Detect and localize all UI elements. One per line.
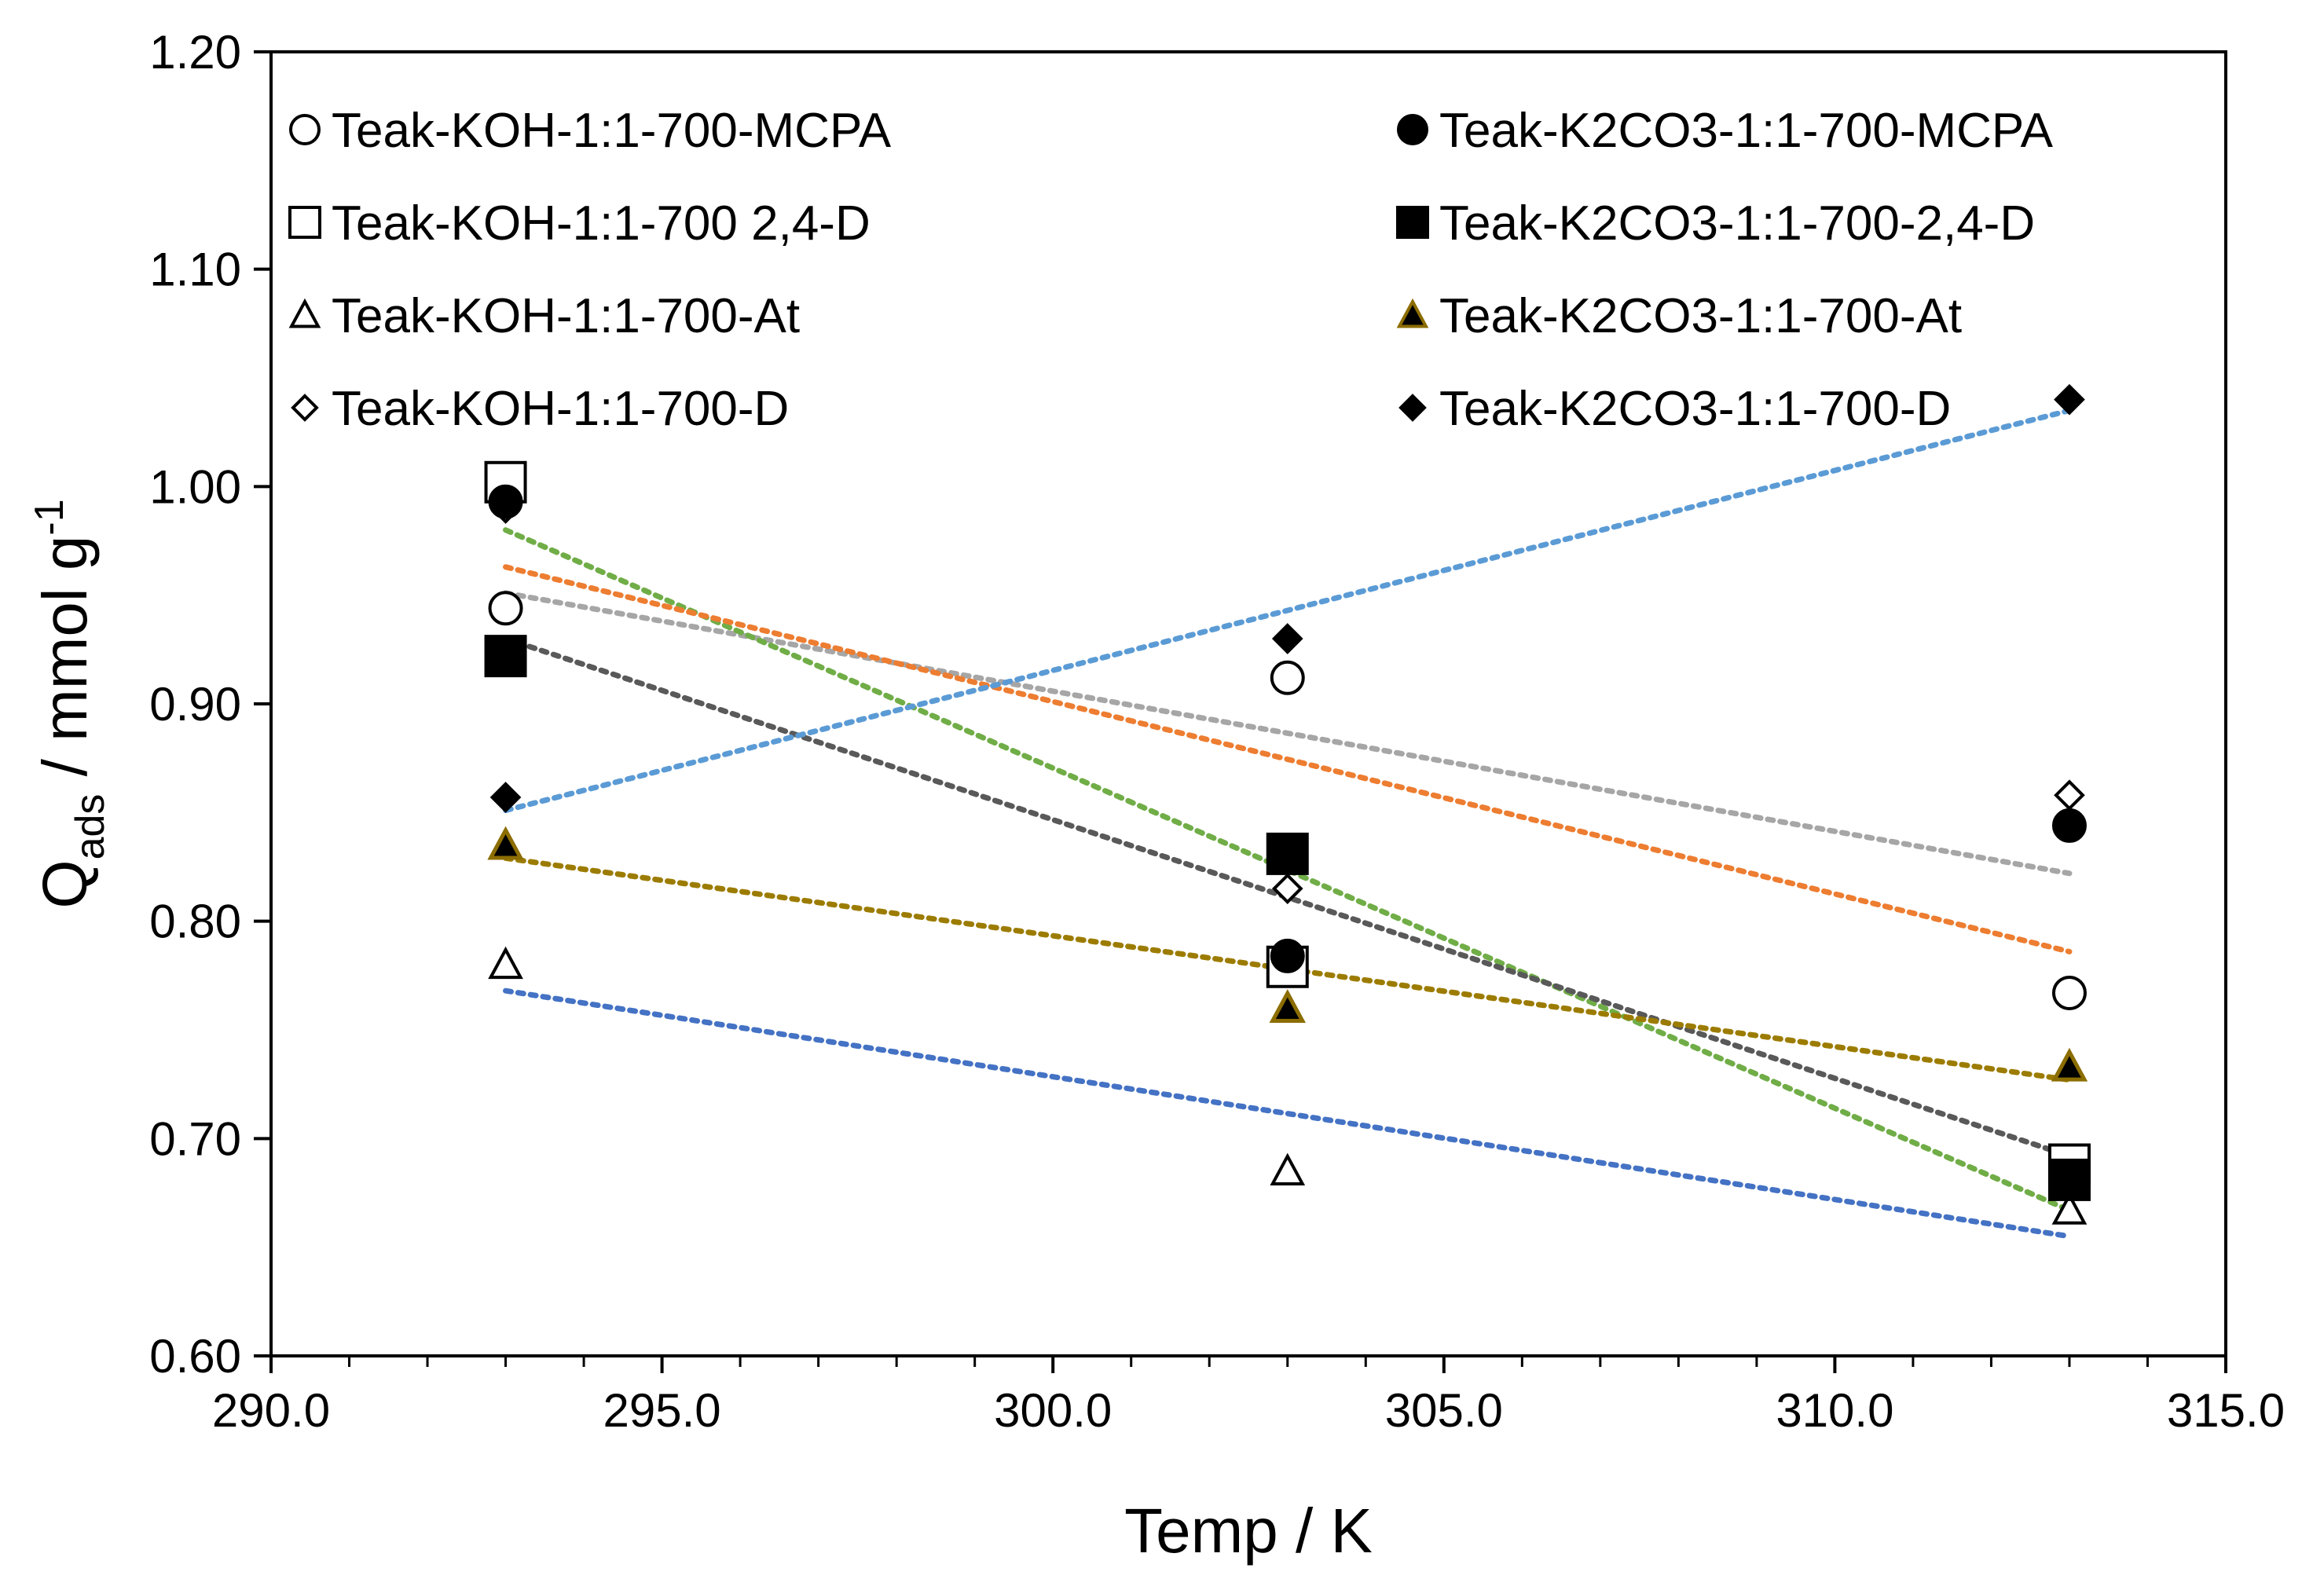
series-3-point	[1270, 1152, 1306, 1185]
x-tick-label: 310.0	[1776, 1384, 1893, 1437]
series-6-legend-label: Teak-K2CO3-1:1-700-2,4-D	[1439, 196, 2035, 251]
series-6-legend-marker	[1396, 206, 1429, 239]
x-tick-label: 290.0	[212, 1384, 330, 1437]
series-8-legend-label: Teak-K2CO3-1:1-700-D	[1439, 382, 1951, 436]
legend: Teak-KOH-1:1-700-MCPA Teak-KOH-1:1-700 2,…	[288, 104, 2054, 436]
y-tick-label: 0.90	[149, 678, 241, 731]
series-8-point	[2054, 383, 2085, 416]
series-7-point	[1269, 989, 1306, 1023]
series-5-legend-label: Teak-K2CO3-1:1-700-MCPA	[1439, 104, 2054, 158]
y-axis-title: Qads / mmol g-1	[27, 499, 113, 908]
y-axis-title-superscript: -1	[27, 499, 72, 535]
series-1-legend-label: Teak-KOH-1:1-700-MCPA	[332, 104, 892, 158]
series-8-trendline	[503, 408, 2073, 814]
series-3-legend-label: Teak-KOH-1:1-700-At	[332, 289, 800, 343]
x-tick-label: 315.0	[2167, 1384, 2285, 1437]
series-5-point	[1270, 938, 1305, 973]
y-tick-label: 0.70	[149, 1112, 241, 1165]
series-2-legend-label: Teak-KOH-1:1-700 2,4-D	[332, 196, 871, 251]
data-points	[484, 383, 2091, 1225]
series-7-point	[2051, 1047, 2088, 1082]
y-axis-title-unit: / mmol g	[30, 536, 100, 794]
y-tick-label: 0.80	[149, 896, 241, 948]
series-3-point	[488, 946, 523, 980]
series-2-legend-marker	[288, 206, 321, 239]
series-7-legend-label: Teak-K2CO3-1:1-700-At	[1439, 289, 1962, 343]
series-8-legend-marker	[1398, 394, 1427, 422]
y-axis-title-subscript: ads	[68, 794, 113, 860]
y-tick-label: 1.00	[149, 460, 241, 513]
series-1-trendline	[503, 590, 2073, 877]
x-axis-title: Temp / K	[1124, 1496, 1373, 1566]
x-tick-label: 300.0	[994, 1384, 1112, 1437]
series-3-legend-marker	[288, 298, 321, 328]
x-tick-label: 295.0	[603, 1384, 721, 1437]
series-4-legend-marker	[291, 394, 319, 422]
series-1-legend-marker	[289, 114, 321, 145]
series-5-legend-marker	[1397, 114, 1428, 145]
series-3-point	[2051, 1192, 2088, 1225]
y-tick-label: 1.20	[149, 26, 241, 79]
x-tick-label: 305.0	[1385, 1384, 1503, 1437]
series-1-point	[488, 591, 523, 626]
series-6-point	[2047, 1158, 2091, 1201]
series-3-trendline	[503, 987, 2073, 1240]
y-axis-title-main: Q	[30, 859, 100, 908]
series-6-point	[1266, 832, 1309, 875]
y-tick-label: 0.60	[149, 1330, 241, 1383]
series-5-point	[2051, 808, 2087, 843]
series-8-point	[1271, 623, 1303, 654]
series-5-point	[488, 484, 523, 519]
series-1-point	[1270, 660, 1305, 695]
series-7-legend-marker	[1396, 298, 1429, 328]
series-4-legend-label: Teak-KOH-1:1-700-D	[332, 382, 789, 436]
series-6-point	[484, 635, 527, 678]
series-8-point	[489, 782, 522, 813]
axis-ticks: 290.0 295.0 300.0 305.0 310.0 315.0 0.60 0.70 0.…	[149, 26, 2285, 1437]
series-7-point	[487, 826, 524, 860]
series-4-trendline	[503, 564, 2073, 954]
series-1-point	[2051, 975, 2087, 1010]
y-tick-label: 1.10	[149, 244, 241, 296]
series-4-point	[1271, 873, 1303, 904]
